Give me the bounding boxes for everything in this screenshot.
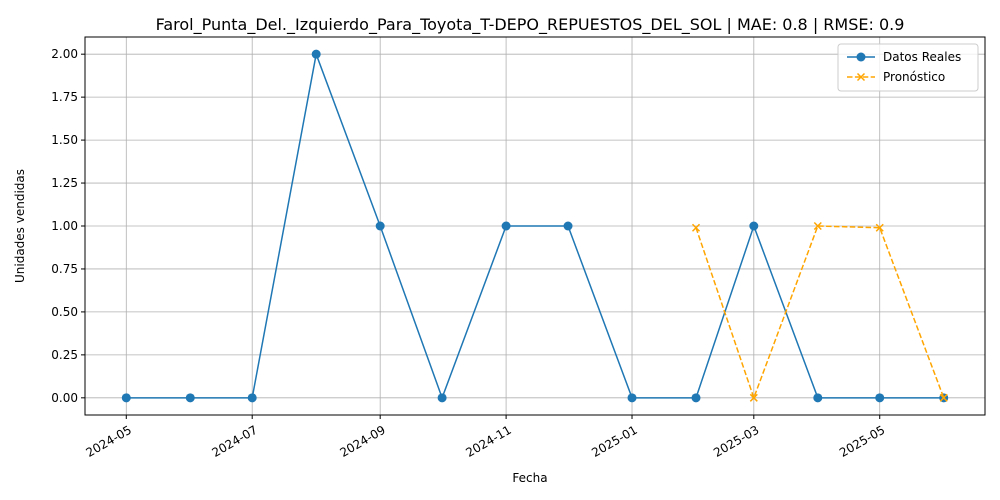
series-line — [695, 225, 945, 401]
legend: Datos Reales Pronóstico — [837, 43, 979, 92]
chart-title: Farol_Punta_Del._Izquierdo_Para_Toyota_T… — [156, 15, 905, 35]
legend-label-forecast: Pronóstico — [883, 70, 945, 84]
y-tick-label: 0.50 — [51, 305, 78, 319]
series-line — [126, 51, 944, 400]
data-point — [813, 221, 822, 231]
data-point — [875, 393, 885, 403]
data-point — [749, 393, 758, 402]
y-tick-label: 1.25 — [51, 176, 78, 190]
y-tick-label: 1.75 — [51, 90, 78, 104]
y-tick-label: 2.00 — [51, 47, 78, 61]
data-point — [875, 223, 884, 232]
y-tick-label: 0.00 — [51, 391, 78, 405]
data-point — [691, 393, 701, 403]
data-point — [375, 221, 385, 231]
data-point — [627, 393, 637, 403]
series-forecast — [691, 221, 948, 402]
legend-marker — [856, 52, 866, 62]
data-point — [939, 393, 948, 402]
series-actual — [121, 49, 949, 403]
legend-box — [837, 43, 979, 92]
legend-marker — [856, 72, 866, 82]
legend-label-actual: Datos Reales — [883, 50, 961, 64]
data-point — [501, 221, 511, 231]
y-tick-label: 1.00 — [51, 219, 78, 233]
y-tick-label: 0.75 — [51, 262, 78, 276]
data-point — [563, 221, 573, 231]
data-point — [247, 393, 257, 403]
data-point — [185, 393, 195, 403]
data-point — [121, 393, 131, 403]
data-point — [813, 393, 823, 403]
data-point — [749, 221, 759, 231]
y-axis-label: Unidades vendidas — [13, 169, 27, 283]
data-point — [691, 223, 701, 232]
y-tick-label: 0.25 — [51, 348, 78, 362]
y-tick-label: 1.50 — [51, 133, 78, 147]
x-axis-label: Fecha — [512, 471, 547, 485]
data-point — [437, 393, 447, 403]
data-point — [311, 49, 321, 59]
series-layer — [121, 49, 949, 403]
y-axis-ticks: 0.00 0.25 0.50 0.75 1.00 1.25 1.50 1.75 2.00 — [51, 47, 85, 405]
